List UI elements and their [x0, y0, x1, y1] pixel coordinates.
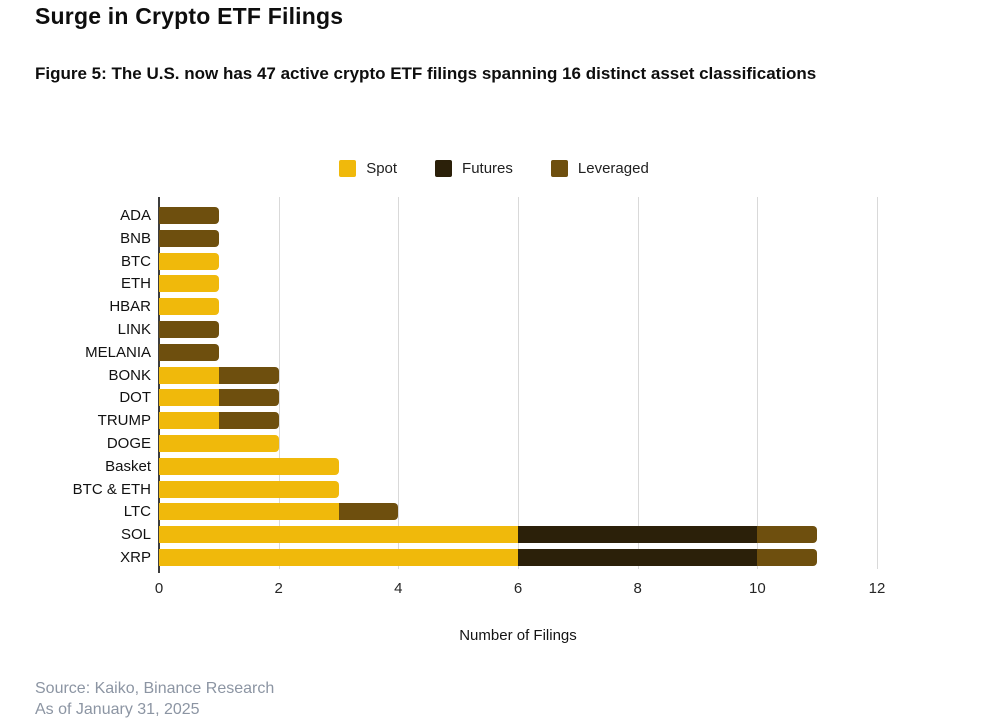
- category-label-eth: ETH: [121, 275, 151, 293]
- bar-segment-leveraged-ada: [159, 207, 219, 224]
- bar-segment-leveraged-bonk: [218, 366, 279, 384]
- legend-item-futures: Futures: [435, 160, 513, 177]
- category-label-basket: Basket: [105, 457, 151, 475]
- bar-segment-spot-btc: [159, 252, 219, 270]
- category-label-bnb: BNB: [120, 229, 151, 247]
- gridline-x4: [398, 197, 400, 569]
- category-label-bonk: BONK: [108, 366, 151, 384]
- x-tick-label-0: 0: [154, 580, 164, 597]
- bar-row-melania: [159, 343, 877, 361]
- category-label-ada: ADA: [120, 207, 151, 224]
- y-axis-labels: ADA BNB BTC ETH HBAR LINK MELANIA BONK DOT TRUMP D…: [0, 197, 151, 570]
- bar-row-hbar: [159, 298, 877, 316]
- bar-row-sol: [159, 526, 877, 544]
- gridline-x6: [518, 197, 519, 569]
- bar-row-trump: [159, 412, 877, 430]
- y-axis-line: [158, 197, 160, 573]
- category-label-btc: BTC: [121, 252, 151, 270]
- x-tick-label-12: 12: [868, 580, 886, 597]
- bar-segment-spot-hbar: [159, 298, 219, 316]
- x-tick-label-8: 8: [633, 580, 642, 597]
- bar-segment-leveraged-melania: [159, 343, 219, 361]
- gridline-x2: [278, 197, 280, 569]
- legend-label: Spot: [366, 160, 398, 177]
- bar-segment-futures-sol: [518, 526, 758, 544]
- category-label-link: LINK: [117, 321, 151, 338]
- legend-label: Leveraged: [577, 160, 649, 177]
- x-tick-label-6: 6: [513, 580, 523, 597]
- category-label-melania: MELANIA: [85, 343, 151, 361]
- gridline-x12: [877, 197, 878, 569]
- legend-label: Futures: [462, 160, 513, 177]
- bar-segment-leveraged-xrp: [757, 549, 818, 566]
- bar-segment-leveraged-trump: [218, 412, 279, 430]
- chart-legend: Spot Futures Leveraged: [0, 160, 988, 177]
- bar-row-btc: [159, 252, 877, 270]
- category-label-ltc: LTC: [123, 503, 151, 521]
- gridline-x8: [637, 197, 639, 569]
- bar-row-doge: [159, 435, 877, 452]
- bar-segment-futures-xrp: [518, 549, 758, 566]
- bar-row-dot: [159, 389, 877, 407]
- bar-row-xrp: [159, 549, 877, 566]
- chart-plot: [158, 197, 878, 577]
- category-label-xrp: XRP: [120, 549, 151, 566]
- bar-segment-spot-ltc: [159, 503, 339, 521]
- gridline-x10: [757, 197, 759, 569]
- bar-row-bonk: [159, 366, 877, 384]
- bar-row-btc-eth: [159, 480, 877, 498]
- x-tick-label-4: 4: [394, 580, 403, 597]
- bar-row-ltc: [159, 503, 877, 521]
- source-note: Source: Kaiko, Binance Research As of Ja…: [35, 678, 274, 720]
- bar-segment-leveraged-sol: [757, 526, 818, 544]
- figure-caption: Figure 5: The U.S. now has 47 active cry…: [35, 64, 817, 83]
- bar-segment-spot-btc-eth: [159, 480, 339, 498]
- category-label-trump: TRUMP: [97, 412, 151, 430]
- bar-segment-spot-trump: [159, 412, 219, 430]
- spot-swatch-icon: [339, 160, 357, 177]
- leveraged-swatch-icon: [550, 160, 568, 177]
- category-label-sol: SOL: [120, 526, 151, 544]
- bar-segment-leveraged-dot: [218, 389, 279, 407]
- category-label-hbar: HBAR: [109, 298, 151, 316]
- bar-segment-spot-dot: [159, 389, 219, 407]
- bar-row-eth: [159, 275, 877, 293]
- asof-line: As of January 31, 2025: [35, 701, 200, 718]
- bar-segment-spot-doge: [159, 435, 279, 452]
- bar-row-link: [159, 321, 877, 338]
- category-label-dot: DOT: [119, 389, 151, 407]
- bar-row-bnb: [159, 229, 877, 247]
- category-label-doge: DOGE: [106, 435, 151, 452]
- bar-segment-spot-xrp: [159, 549, 518, 566]
- bar-segment-spot-sol: [159, 526, 518, 544]
- bar-segment-spot-bonk: [159, 366, 219, 384]
- source-line: Source: Kaiko, Binance Research: [35, 680, 275, 697]
- bar-segment-leveraged-link: [159, 321, 219, 338]
- legend-item-spot: Spot: [339, 160, 397, 177]
- bar-row-ada: [159, 207, 877, 224]
- bar-segment-leveraged-ltc: [338, 503, 399, 521]
- category-label-btc-eth: BTC & ETH: [72, 480, 151, 498]
- x-axis-title: Number of Filings: [459, 627, 577, 644]
- x-tick-label-10: 10: [748, 580, 766, 597]
- legend-item-leveraged: Leveraged: [550, 160, 649, 177]
- bar-segment-leveraged-bnb: [159, 229, 219, 247]
- bar-segment-spot-eth: [159, 275, 219, 293]
- bar-row-basket: [159, 457, 877, 475]
- futures-swatch-icon: [435, 160, 453, 177]
- x-tick-label-2: 2: [274, 580, 283, 597]
- x-axis-ticks: 0 2 4 6 8 10 12: [155, 580, 886, 600]
- bar-segment-spot-basket: [159, 457, 339, 475]
- page-title: Surge in Crypto ETF Filings: [35, 3, 344, 29]
